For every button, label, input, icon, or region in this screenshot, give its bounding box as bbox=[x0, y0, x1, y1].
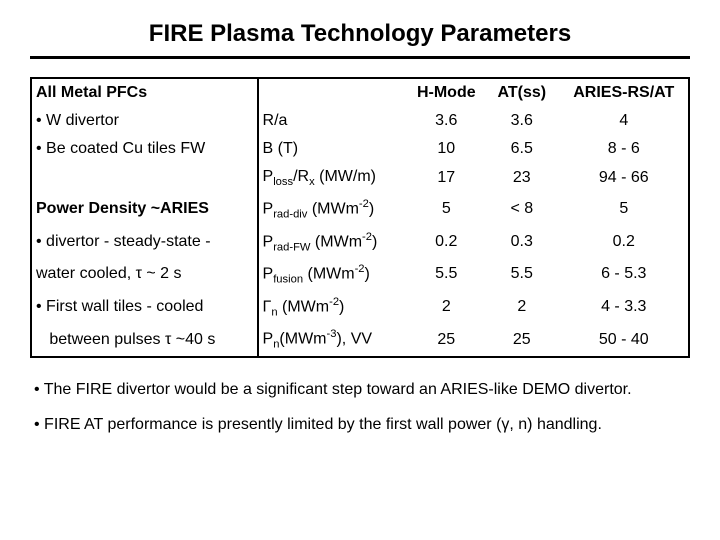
row-v3: 4 bbox=[560, 107, 689, 135]
row-param: Ploss/Rx (MW/m) bbox=[258, 163, 409, 193]
table-row: • W divertor R/a 3.6 3.6 4 bbox=[31, 107, 689, 135]
header-col1: H-Mode bbox=[409, 78, 485, 107]
row-v1: 17 bbox=[409, 163, 485, 193]
row-param: Prad-FW (MWm-2) bbox=[258, 226, 409, 259]
row-left: • Be coated Cu tiles FW bbox=[31, 135, 258, 163]
row-left: • divertor - steady-state - bbox=[31, 226, 258, 259]
table-row: Power Density ~ARIES Prad-div (MWm-2) 5 … bbox=[31, 193, 689, 226]
row-param: Pfusion (MWm-2) bbox=[258, 258, 409, 291]
row-left: between pulses τ ~40 s bbox=[31, 323, 258, 357]
row-left: Power Density ~ARIES bbox=[31, 193, 258, 226]
row-v3: 5 bbox=[560, 193, 689, 226]
row-v2: 6.5 bbox=[484, 135, 560, 163]
row-v3: 4 - 3.3 bbox=[560, 291, 689, 324]
row-param: R/a bbox=[258, 107, 409, 135]
header-left: All Metal PFCs bbox=[31, 78, 258, 107]
row-param: B (T) bbox=[258, 135, 409, 163]
row-v1: 5.5 bbox=[409, 258, 485, 291]
row-v2: 23 bbox=[484, 163, 560, 193]
row-v1: 3.6 bbox=[409, 107, 485, 135]
row-v3: 0.2 bbox=[560, 226, 689, 259]
row-v1: 10 bbox=[409, 135, 485, 163]
table-row: Ploss/Rx (MW/m) 17 23 94 - 66 bbox=[31, 163, 689, 193]
parameters-table: All Metal PFCs H-Mode AT(ss) ARIES-RS/AT… bbox=[30, 77, 690, 358]
header-col2: AT(ss) bbox=[484, 78, 560, 107]
row-param: Pn(MWm-3), VV bbox=[258, 323, 409, 357]
header-col3: ARIES-RS/AT bbox=[560, 78, 689, 107]
row-v1: 0.2 bbox=[409, 226, 485, 259]
row-v2: 3.6 bbox=[484, 107, 560, 135]
row-v1: 2 bbox=[409, 291, 485, 324]
title-divider bbox=[30, 56, 690, 59]
row-v2: < 8 bbox=[484, 193, 560, 226]
table-row: • Be coated Cu tiles FW B (T) 10 6.5 8 -… bbox=[31, 135, 689, 163]
footnote-2: • FIRE AT performance is presently limit… bbox=[34, 415, 686, 436]
row-v1: 25 bbox=[409, 323, 485, 357]
row-param: Γn (MWm-2) bbox=[258, 291, 409, 324]
row-v3: 8 - 6 bbox=[560, 135, 689, 163]
table-row: • First wall tiles - cooled Γn (MWm-2) 2… bbox=[31, 291, 689, 324]
row-v3: 50 - 40 bbox=[560, 323, 689, 357]
row-left bbox=[31, 163, 258, 193]
row-v2: 0.3 bbox=[484, 226, 560, 259]
row-v2: 25 bbox=[484, 323, 560, 357]
table-header-row: All Metal PFCs H-Mode AT(ss) ARIES-RS/AT bbox=[31, 78, 689, 107]
row-param: Prad-div (MWm-2) bbox=[258, 193, 409, 226]
row-v3: 6 - 5.3 bbox=[560, 258, 689, 291]
page-title: FIRE Plasma Technology Parameters bbox=[30, 20, 690, 48]
header-spacer bbox=[258, 78, 409, 107]
table-row: between pulses τ ~40 s Pn(MWm-3), VV 25 … bbox=[31, 323, 689, 357]
row-left: water cooled, τ ~ 2 s bbox=[31, 258, 258, 291]
row-v2: 2 bbox=[484, 291, 560, 324]
table-row: • divertor - steady-state - Prad-FW (MWm… bbox=[31, 226, 689, 259]
row-v1: 5 bbox=[409, 193, 485, 226]
row-left: • W divertor bbox=[31, 107, 258, 135]
footnotes: • The FIRE divertor would be a significa… bbox=[30, 380, 690, 436]
row-left: • First wall tiles - cooled bbox=[31, 291, 258, 324]
table-row: water cooled, τ ~ 2 s Pfusion (MWm-2) 5.… bbox=[31, 258, 689, 291]
row-v2: 5.5 bbox=[484, 258, 560, 291]
row-v3: 94 - 66 bbox=[560, 163, 689, 193]
footnote-1: • The FIRE divertor would be a significa… bbox=[34, 380, 686, 401]
